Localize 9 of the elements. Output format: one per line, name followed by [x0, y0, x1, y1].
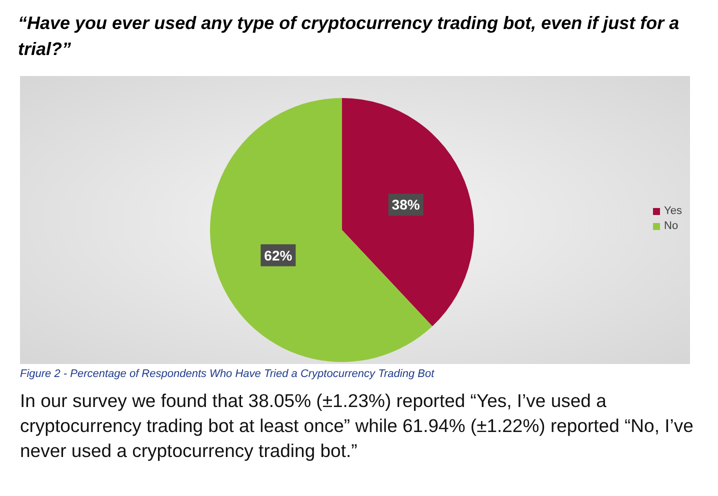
text: In our survey we found that 38.05% (±1.23%) reported “Yes, I’ve used a cryptocurrency trading bot at least once” while 61.94% (±1.22%) reported “No, I’ve never used a cryptocurrency trading bot.”: [20, 389, 694, 463]
caption: Figure 2 - Percentage of Respondents Who Have Tried a Cryptocurrency Trading Bot: [20, 368, 436, 380]
legend-label: No: [664, 220, 678, 232]
data-label: 38%: [392, 196, 420, 213]
chart-title: “Have you ever used any type of cryptocurrency trading bot, even if just for a trial?”: [17, 12, 680, 61]
pie-slice: [210, 98, 432, 362]
pie-slice: [342, 98, 474, 326]
legend-label: Yes: [664, 205, 682, 217]
data-label: 62%: [264, 247, 293, 264]
